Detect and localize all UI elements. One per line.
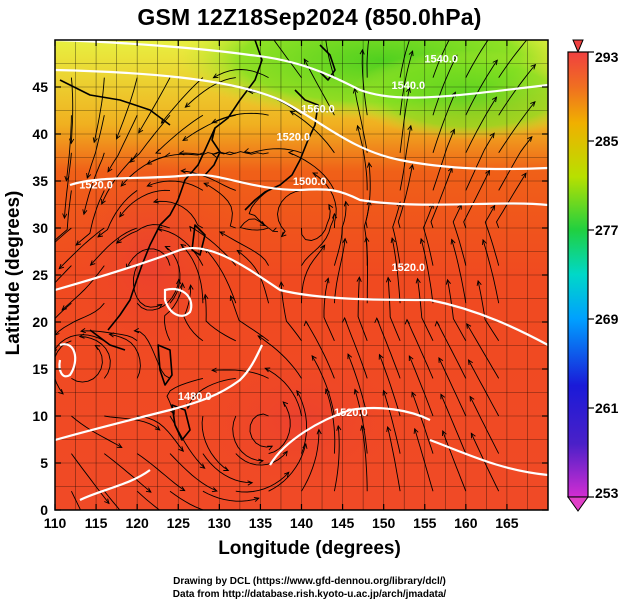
coastlines — [59, 40, 336, 441]
x-tick-label: 110 — [44, 515, 67, 531]
colorbar-bottom-triangle — [567, 496, 589, 512]
contour-label: 1520.0 — [276, 132, 310, 144]
x-tick-label: 135 — [249, 515, 273, 531]
x-tick-label: 115 — [85, 515, 108, 531]
colorbar-tick-label: 285 — [595, 133, 619, 149]
y-tick-label: 45 — [32, 79, 48, 95]
x-tick-label: 130 — [208, 515, 232, 531]
colorbar-tick-label: 277 — [595, 222, 619, 238]
y-tick-label: 25 — [32, 267, 48, 283]
credit-data: Data from http://database.rish.kyoto-u.a… — [172, 589, 447, 600]
x-tick-label: 155 — [413, 515, 437, 531]
y-tick-label: 40 — [32, 126, 48, 142]
y-tick-label: 35 — [32, 173, 48, 189]
colorbar-tick-label: 261 — [595, 400, 619, 416]
contour-labels: 1500.0 1520.0 1520.0 1520.0 1480.0 1520.0 1540… — [79, 54, 458, 419]
y-tick-label: 10 — [32, 408, 48, 424]
x-tick-label: 165 — [495, 515, 519, 531]
contour-label: 1520.0 — [391, 262, 425, 274]
y-axis-ticks: 0 5 10 15 20 25 30 35 40 45 — [32, 79, 548, 518]
y-tick-label: 0 — [40, 502, 48, 518]
x-axis-ticks: 110 115 120 125 130 135 140 145 150 155 160 165 — [44, 40, 519, 531]
credit-drawing: Drawing by DCL (https://www.gfd-dennou.o… — [173, 576, 446, 587]
contour-label: 1540.0 — [424, 54, 458, 66]
contour-label: 1560.0 — [301, 103, 335, 115]
colorbar-top-triangle — [572, 39, 584, 54]
colorbar-tick-label: 269 — [595, 311, 619, 327]
figure-title: GSM 12Z18Sep2024 (850.0hPa) — [137, 4, 482, 30]
y-tick-label: 15 — [32, 361, 48, 377]
x-tick-label: 140 — [290, 515, 314, 531]
colorbar-body — [567, 51, 589, 498]
colorbar-tick-label: 293 — [595, 49, 619, 65]
x-tick-label: 160 — [454, 515, 478, 531]
y-tick-label: 20 — [32, 314, 48, 330]
colorbar-ticks: 253 261 269 277 285 293 — [588, 49, 619, 501]
y-tick-label: 5 — [40, 455, 48, 471]
x-tick-label: 120 — [125, 515, 149, 531]
contour-label: 1520.0 — [334, 407, 368, 419]
y-tick-label: 30 — [32, 220, 48, 236]
contour-label: 1520.0 — [79, 180, 113, 192]
warm-region-south — [180, 340, 420, 500]
contour-label: 1540.0 — [391, 80, 425, 92]
y-axis-label: Latitude (degrees) — [3, 190, 24, 356]
x-tick-label: 125 — [167, 515, 191, 531]
colorbar-tick-label: 253 — [595, 485, 619, 501]
x-tick-label: 150 — [372, 515, 396, 531]
x-axis-label: Longitude (degrees) — [218, 538, 401, 559]
colorbar: 253 261 269 277 285 293 — [567, 39, 619, 512]
wind-streamlines — [55, 40, 537, 510]
contour-label: 1480.0 — [178, 391, 212, 403]
height-contours — [55, 40, 548, 501]
x-tick-label: 145 — [331, 515, 355, 531]
contour-label: 1500.0 — [293, 176, 327, 188]
